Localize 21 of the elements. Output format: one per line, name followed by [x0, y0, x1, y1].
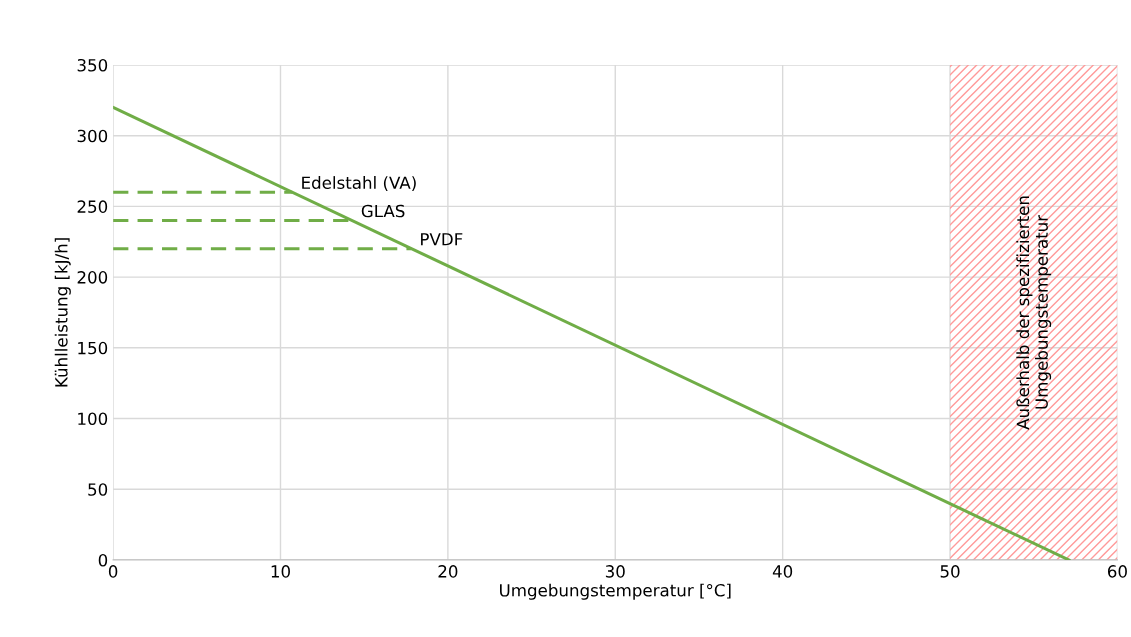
series-label: PVDF [421, 233, 463, 246]
y-tick-label: 100 [78, 412, 108, 426]
y-tick-label: 150 [78, 341, 108, 355]
y-tick-label: 0 [98, 553, 108, 567]
x-tick-label: 40 [772, 565, 793, 578]
x-tick-label: 0 [108, 565, 118, 578]
x-tick-label: 10 [271, 565, 290, 578]
y-tick-label: 50 [88, 483, 108, 496]
y-axis-title: Kühlleistung [kJ/h] [54, 238, 71, 387]
x-tick-label: 30 [605, 565, 625, 578]
x-tick-label: 20 [438, 565, 458, 578]
y-tick-label: 250 [77, 200, 108, 213]
y-tick-label: 200 [77, 271, 108, 284]
x-axis-title: Umgebungstemperatur [°C] [500, 583, 731, 600]
x-tick-label: 50 [940, 565, 960, 578]
band-label: Außerhalb der spezifizierten Umgebungstemperatur [1016, 196, 1052, 430]
y-tick-label: 350 [77, 58, 108, 72]
y-tick-label: 300 [77, 129, 108, 143]
x-tick-label: 60 [1107, 565, 1127, 578]
series-label: Edelstahl (VA) [302, 176, 416, 191]
series-label: GLAS [361, 204, 405, 218]
